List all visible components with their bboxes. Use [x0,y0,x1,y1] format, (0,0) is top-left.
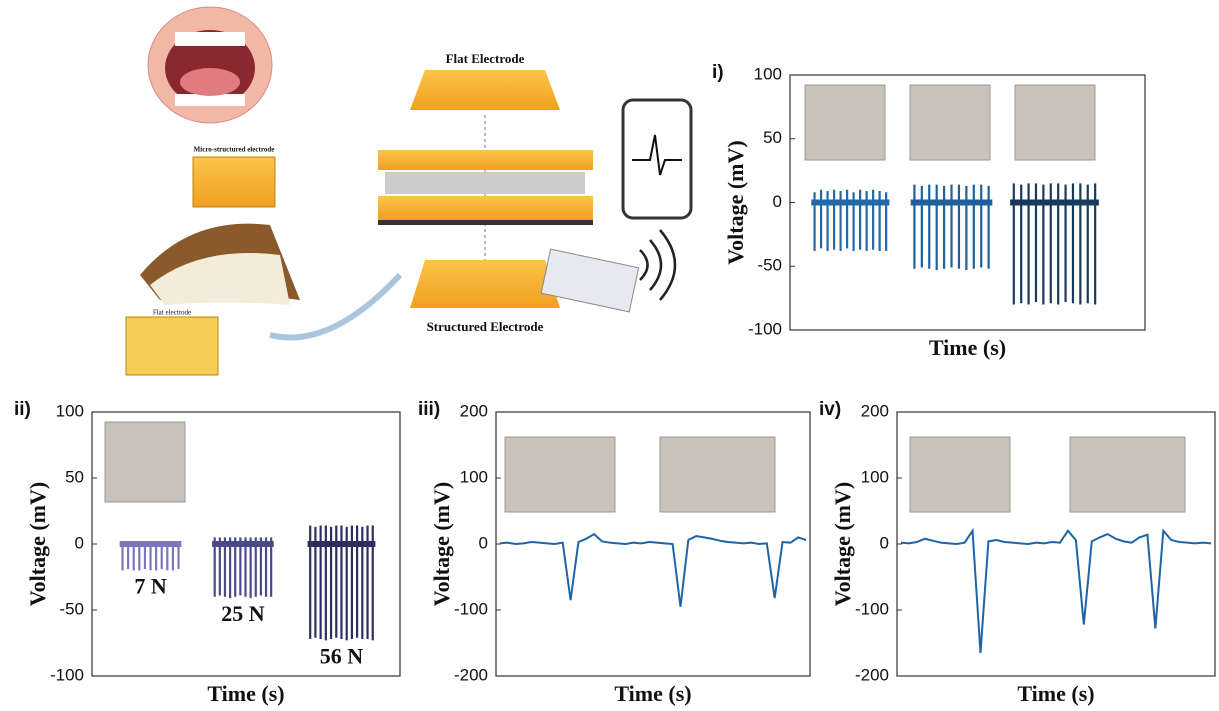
y-tick-label: -100 [50,665,84,684]
y-tick-label: 0 [880,533,889,552]
y-tick-label: 0 [75,533,84,552]
baseline-band [811,199,890,206]
panel-label: i) [712,62,724,83]
signal-line [499,532,807,607]
inset-photo [909,436,1011,513]
baseline-band [212,541,274,547]
diagram-label: Flat Electrode [446,51,525,66]
baseline-band [1010,199,1099,206]
y-tick-label: 0 [479,533,488,552]
y-tick-label: 100 [754,64,782,83]
y-tick-label: 100 [56,401,84,420]
inset-photo [909,84,991,161]
y-axis-label: Voltage (mV) [429,482,454,606]
series-label: 25 N [221,601,265,626]
panel-label: iii) [418,399,440,420]
inset-photo [1014,84,1096,161]
y-axis-label: Voltage (mV) [25,482,50,606]
diagram-label: Micro-structured electrode [194,146,275,154]
y-tick-label: -200 [454,665,488,684]
series-label: 7 N [134,573,167,598]
panel-label: iv) [819,399,841,420]
inset-photo [659,436,776,513]
x-axis-label: Time (s) [614,681,691,706]
y-tick-label: -100 [748,319,782,338]
y-axis-label: Voltage (mV) [830,482,855,606]
schematic: Flat Electrode Micro-structured electrod… [125,6,693,376]
y-tick-label: 50 [65,467,84,486]
diagram-label: Flat electrode [153,309,191,317]
inset-photo [104,421,186,503]
x-axis-label: Time (s) [1017,681,1094,706]
diagram-label: Structured Electrode [427,319,544,334]
signal-line [900,527,1212,653]
y-tick-label: 100 [861,467,889,486]
y-tick-label: -200 [855,665,889,684]
inset-photo [804,84,886,161]
y-tick-label: 0 [773,192,782,211]
y-tick-label: 200 [861,401,889,420]
x-axis-label: Time (s) [207,681,284,706]
series-label: 56 N [320,643,364,668]
y-tick-label: 100 [460,467,488,486]
y-tick-label: -50 [757,256,782,275]
y-tick-label: -50 [59,599,84,618]
y-tick-label: 50 [763,128,782,147]
y-tick-label: -100 [855,599,889,618]
inset-photo [504,436,616,513]
y-tick-label: 200 [460,401,488,420]
panel-label: ii) [14,399,31,420]
x-axis-label: Time (s) [929,335,1006,360]
inset-photo [1069,436,1186,513]
y-tick-label: -100 [454,599,488,618]
y-axis-label: Voltage (mV) [723,140,748,264]
